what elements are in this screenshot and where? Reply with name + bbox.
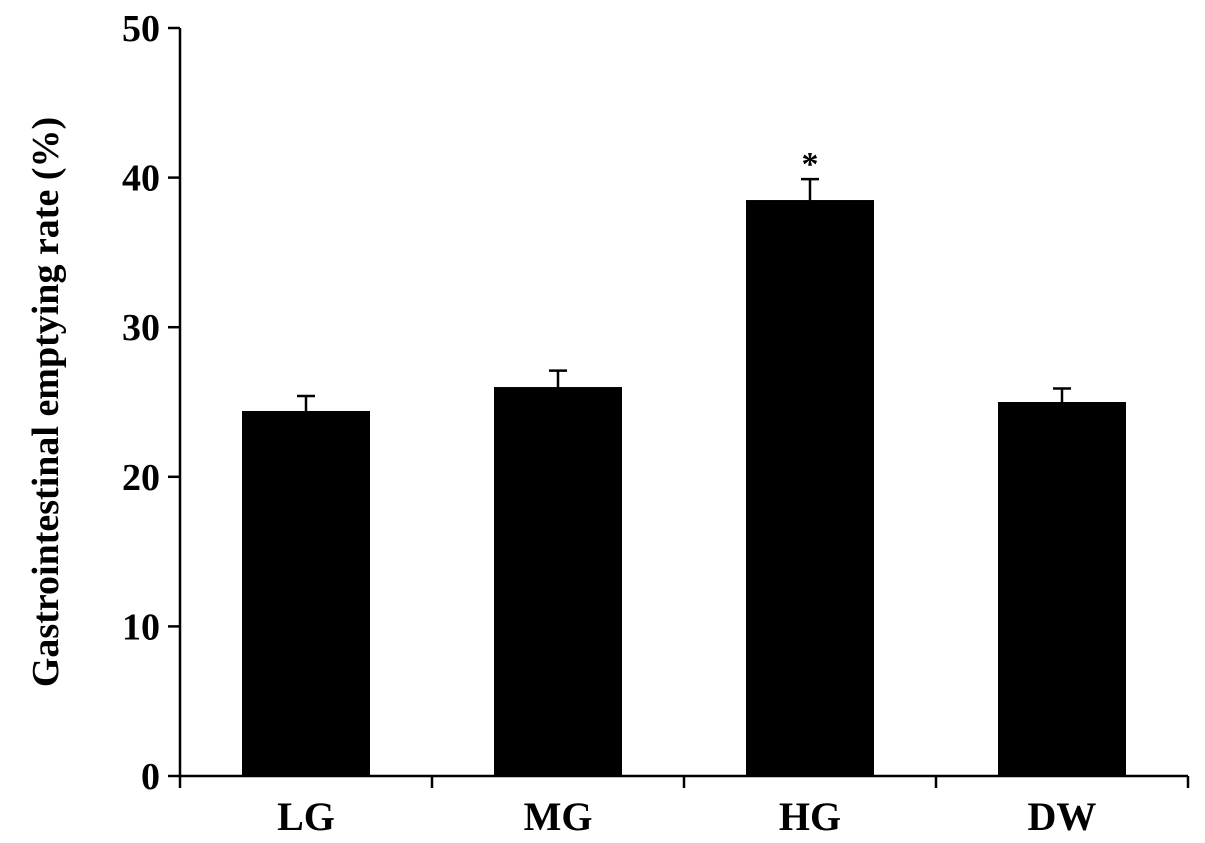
y-tick-label: 50 <box>122 8 160 50</box>
x-tick-label-dw: DW <box>1028 794 1097 839</box>
y-axis-label: Gastrointestinal emptying rate (%) <box>25 117 67 687</box>
x-tick-label-hg: HG <box>779 794 841 839</box>
bar-dw <box>998 402 1126 776</box>
y-tick-label: 10 <box>122 606 160 648</box>
bars: * <box>242 146 1126 777</box>
bar-hg <box>746 200 874 777</box>
y-tick-label: 40 <box>122 158 160 200</box>
error-bar-lg <box>297 394 315 411</box>
y-axis-ticks: 0 10 20 30 40 50 <box>122 8 180 798</box>
significance-marker: * <box>802 146 819 183</box>
error-bar-hg <box>801 177 819 201</box>
y-tick-label: 20 <box>122 457 160 499</box>
error-bar-dw <box>1053 387 1071 402</box>
y-tick-label: 30 <box>122 307 160 349</box>
error-bar-mg <box>549 369 567 388</box>
x-tick-label-mg: MG <box>524 794 593 839</box>
x-tick-label-lg: LG <box>277 794 335 839</box>
bar-mg <box>494 387 622 776</box>
y-tick-label: 0 <box>141 756 160 798</box>
bar-lg <box>242 410 370 776</box>
x-axis-ticks: LG MG HG DW <box>178 776 1190 839</box>
